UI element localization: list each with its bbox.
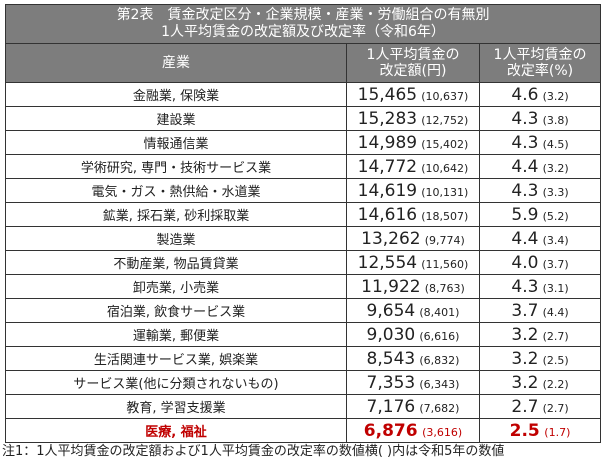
industry-cell: 不動産業, 物品賃貸業 <box>5 250 347 275</box>
table-row: 情報通信業 14,989 (15,402) 4.3 (4.5) <box>5 130 602 155</box>
prev-year-rate: (3.3) <box>542 185 569 199</box>
rate-cell: 4.3 (3.1) <box>478 274 602 299</box>
amount-cell: 14,616 (18,507) <box>346 202 480 227</box>
rate-cell: 4.6 (3.2) <box>478 82 602 107</box>
prev-year-amount: (7,682) <box>419 401 460 415</box>
prev-year-amount: (8,401) <box>419 305 460 319</box>
industry-cell: 生活関連サービス業, 娯楽業 <box>5 346 347 371</box>
prev-year-amount: (12,752) <box>421 113 469 127</box>
prev-year-rate: (1.7) <box>544 425 571 439</box>
table-row: 鉱業, 採石業, 砂利採取業 14,616 (18,507) 5.9 (5.2) <box>5 202 602 227</box>
table-row: 電気・ガス・熱供給・水道業 14,619 (10,131) 4.3 (3.3) <box>5 178 602 203</box>
industry-cell: 鉱業, 採石業, 砂利採取業 <box>5 202 347 227</box>
table-row: 金融業, 保険業 15,465 (10,637) 4.6 (3.2) <box>5 82 602 107</box>
industry-cell: 宿泊業, 飲食サービス業 <box>5 298 347 323</box>
table-row: 医療, 福祉 6,876 (3,616) 2.5 (1.7) <box>5 418 602 443</box>
prev-year-rate: (4.4) <box>542 305 569 319</box>
amount-cell: 14,989 (15,402) <box>346 130 480 155</box>
prev-year-rate: (3.1) <box>542 281 569 295</box>
amount-cell: 15,283 (12,752) <box>346 106 480 131</box>
industry-cell: 製造業 <box>5 226 347 251</box>
industry-cell: 金融業, 保険業 <box>5 82 347 107</box>
amount-cell: 15,465 (10,637) <box>346 82 480 107</box>
prev-year-rate: (2.5) <box>542 353 569 367</box>
rate-cell: 4.3 (4.5) <box>478 130 602 155</box>
amount-cell: 11,922 (8,763) <box>346 274 480 299</box>
prev-year-amount: (9,774) <box>424 233 465 247</box>
table-row: 不動産業, 物品賃貸業 12,554 (11,560) 4.0 (3.7) <box>5 250 602 275</box>
amount-cell: 14,772 (10,642) <box>346 154 480 179</box>
prev-year-amount: (6,616) <box>419 329 460 343</box>
prev-year-rate: (2.7) <box>542 401 569 415</box>
header-amount: 1人平均賃金の 改定額(円) <box>346 43 480 83</box>
prev-year-amount: (8,763) <box>424 281 465 295</box>
prev-year-amount: (3,616) <box>422 425 463 439</box>
rate-cell: 4.4 (3.2) <box>478 154 602 179</box>
industry-cell: 建設業 <box>5 106 347 131</box>
prev-year-rate: (3.4) <box>542 233 569 247</box>
rate-cell: 2.7 (2.7) <box>478 394 602 419</box>
prev-year-rate: (3.2) <box>542 89 569 103</box>
prev-year-amount: (11,560) <box>421 257 469 271</box>
amount-cell: 7,176 (7,682) <box>346 394 480 419</box>
prev-year-amount: (10,131) <box>421 185 469 199</box>
industry-cell: 医療, 福祉 <box>5 418 347 443</box>
amount-cell: 13,262 (9,774) <box>346 226 480 251</box>
rate-cell: 4.3 (3.8) <box>478 106 602 131</box>
prev-year-rate: (3.8) <box>542 113 569 127</box>
industry-cell: 卸売業, 小売業 <box>5 274 347 299</box>
prev-year-rate: (2.2) <box>542 377 569 391</box>
table-row: 建設業 15,283 (12,752) 4.3 (3.8) <box>5 106 602 131</box>
amount-cell: 8,543 (6,832) <box>346 346 480 371</box>
table-row: 宿泊業, 飲食サービス業 9,654 (8,401) 3.7 (4.4) <box>5 298 602 323</box>
amount-cell: 9,030 (6,616) <box>346 322 480 347</box>
rate-cell: 5.9 (5.2) <box>478 202 602 227</box>
wage-table-container: 第2表 賃金改定区分・企業規模・産業・労働組合の有無別 1人平均賃金の改定額及び改… <box>4 4 602 443</box>
prev-year-amount: (6,343) <box>419 377 460 391</box>
rate-cell: 4.3 (3.3) <box>478 178 602 203</box>
prev-year-amount: (18,507) <box>421 209 469 223</box>
prev-year-amount: (10,637) <box>421 89 469 103</box>
industry-cell: サービス業(他に分類されないもの) <box>5 370 347 395</box>
industry-cell: 電気・ガス・熱供給・水道業 <box>5 178 347 203</box>
amount-cell: 9,654 (8,401) <box>346 298 480 323</box>
rate-cell: 3.2 (2.7) <box>478 322 602 347</box>
prev-year-rate: (3.7) <box>542 257 569 271</box>
rate-cell: 4.0 (3.7) <box>478 250 602 275</box>
header-industry: 産業 <box>5 43 347 83</box>
industry-cell: 教育, 学習支援業 <box>5 394 347 419</box>
wage-revision-table: 第2表 賃金改定区分・企業規模・産業・労働組合の有無別 1人平均賃金の改定額及び改… <box>4 4 602 443</box>
rate-cell: 3.2 (2.2) <box>478 370 602 395</box>
amount-cell: 12,554 (11,560) <box>346 250 480 275</box>
industry-cell: 情報通信業 <box>5 130 347 155</box>
rate-cell: 3.7 (4.4) <box>478 298 602 323</box>
table-row: 生活関連サービス業, 娯楽業 8,543 (6,832) 3.2 (2.5) <box>5 346 602 371</box>
amount-cell: 6,876 (3,616) <box>346 418 480 443</box>
header-rate: 1人平均賃金の 改定率(%) <box>478 43 602 83</box>
table-title: 第2表 賃金改定区分・企業規模・産業・労働組合の有無別 1人平均賃金の改定額及び改… <box>4 4 602 44</box>
prev-year-amount: (6,832) <box>419 353 460 367</box>
table-row: 学術研究, 専門・技術サービス業 14,772 (10,642) 4.4 (3.… <box>5 154 602 179</box>
prev-year-rate: (2.7) <box>542 329 569 343</box>
industry-cell: 運輸業, 郵便業 <box>5 322 347 347</box>
prev-year-amount: (10,642) <box>421 161 469 175</box>
amount-cell: 7,353 (6,343) <box>346 370 480 395</box>
table-row: 教育, 学習支援業 7,176 (7,682) 2.7 (2.7) <box>5 394 602 419</box>
footnote: 注1：1人平均賃金の改定額および1人平均賃金の改定率の数値横( )内は令和5年の… <box>2 444 505 459</box>
prev-year-rate: (5.2) <box>542 209 569 223</box>
table-row: 運輸業, 郵便業 9,030 (6,616) 3.2 (2.7) <box>5 322 602 347</box>
prev-year-rate: (3.2) <box>542 161 569 175</box>
prev-year-rate: (4.5) <box>542 137 569 151</box>
table-row: 卸売業, 小売業 11,922 (8,763) 4.3 (3.1) <box>5 274 602 299</box>
amount-cell: 14,619 (10,131) <box>346 178 480 203</box>
rate-cell: 2.5 (1.7) <box>478 418 602 443</box>
rate-cell: 4.4 (3.4) <box>478 226 602 251</box>
rate-cell: 3.2 (2.5) <box>478 346 602 371</box>
table-row: サービス業(他に分類されないもの) 7,353 (6,343) 3.2 (2.2… <box>5 370 602 395</box>
industry-cell: 学術研究, 専門・技術サービス業 <box>5 154 347 179</box>
prev-year-amount: (15,402) <box>421 137 469 151</box>
table-row: 製造業 13,262 (9,774) 4.4 (3.4) <box>5 226 602 251</box>
